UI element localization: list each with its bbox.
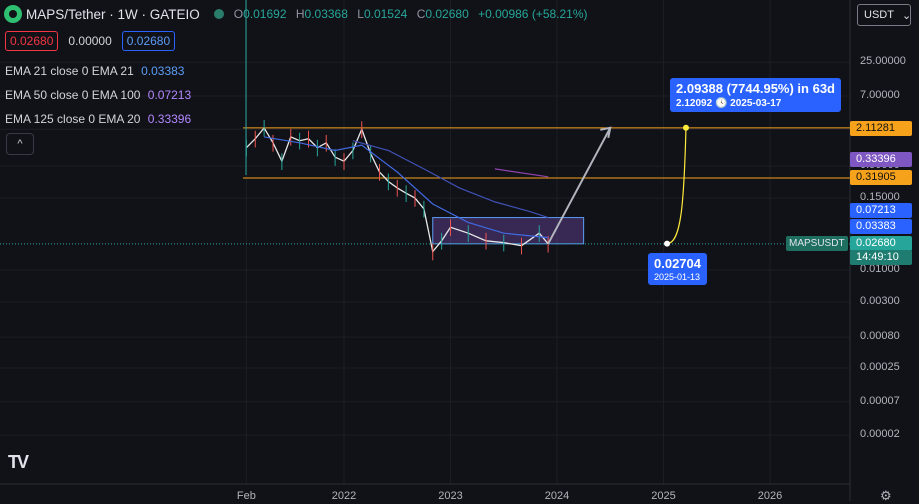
price-label-last: 0.02680 [850,236,912,251]
x-tick-label: 2024 [544,490,570,502]
indicator-ema21[interactable]: EMA 21 close 0 EMA 21 0.03383 [5,64,184,78]
price-label-ema21: 0.03383 [850,219,912,234]
projection-target-price: 2.12092 [676,98,713,109]
y-tick-label: 0.15000 [860,191,900,204]
chevron-down-icon: ⌄ [901,9,912,22]
ohlc-low-key: L [357,7,364,21]
currency-label: USDT [864,9,894,21]
indicator-label: EMA 50 close 0 EMA 100 [5,88,141,102]
maps-logo-icon [4,5,22,23]
series-line-2 [352,140,549,219]
ohlc-close: 0.02680 [425,7,469,21]
y-tick-label: 0.00025 [860,360,900,373]
range-box [432,217,585,245]
currency-select[interactable]: USDT ⌄ [857,4,911,26]
indicator-label: EMA 21 close 0 EMA 21 [5,64,134,78]
series-line-1 [264,136,549,239]
projection-target-date: 2025-03-17 [730,98,782,109]
y-tick-label: 0.01000 [860,263,900,275]
projection-callout[interactable]: 2.09388 (7744.95%) in 63d 2.12092 🕓 2025… [670,78,841,112]
symbol-price-label: MAPSUSDT [786,236,848,251]
sell-price-button[interactable]: 0.02680 [5,31,59,51]
indicator-label: EMA 125 close 0 EMA 20 [5,112,141,126]
indicator-ema50[interactable]: EMA 50 close 0 EMA 100 0.07213 [5,88,191,102]
price-label-level-low: 0.31905 [850,170,912,185]
start-date: 2025-01-13 [654,272,701,282]
symbol-header: MAPS/Tether · 1W · GATEIO O0.01692 H0.03… [4,5,594,23]
ohlc-high-key: H [295,7,305,21]
price-label-ema125: 0.33396 [850,152,912,167]
price-label-level-high: 2.11281 [850,121,912,136]
x-tick-label: 2025 [651,490,676,502]
ohlc-change: +0.00986 (+58.21%) [478,7,588,21]
gear-icon[interactable]: ⚙ [880,488,892,503]
ohlc-high: 0.03368 [304,7,348,21]
projection-headline: 2.09388 (7744.95%) in 63d [676,81,835,96]
trade-buttons: 0.02680 0.00000 0.02680 [5,31,176,51]
series-line-3 [494,168,549,178]
spread-value: 0.00000 [68,34,112,48]
symbol-title[interactable]: MAPS/Tether · 1W · GATEIO [26,6,200,22]
indicator-value: 0.33396 [147,112,192,126]
clock-icon: 🕓 [714,98,728,109]
indicator-value: 0.03383 [141,64,185,78]
ohlc-open: 0.01692 [243,7,287,21]
chevron-up-icon: ^ [17,138,23,150]
y-tick-label: 0.00002 [860,428,900,441]
ohlc-values: O0.01692 H0.03368 L0.01524 C0.02680 +0.0… [234,7,594,21]
x-tick-label: 2023 [438,490,463,502]
y-tick-label: 0.00300 [860,294,900,307]
y-tick-label: 25.00000 [860,55,906,68]
market-status-icon[interactable] [213,9,224,19]
y-tick-label: 7.00000 [860,89,900,101]
countdown-label: 14:49:10 [850,250,912,265]
projection-curve [666,127,687,245]
y-tick-label: 0.00080 [860,330,900,343]
start-point-callout[interactable]: 0.02704 2025-01-13 [648,253,707,285]
collapse-legend-button[interactable]: ^ [6,133,34,155]
projection-arrowhead [600,126,612,139]
ohlc-close-key: C [416,7,426,21]
curve-start-point [664,240,671,247]
price-label-ema50: 0.07213 [850,203,912,218]
x-tick-label: 2026 [757,490,783,502]
tradingview-logo[interactable]: TV [8,452,29,472]
projection-arrow [547,127,612,245]
y-tick-label: 0.00007 [860,394,900,407]
x-tick-label: 2022 [331,490,357,502]
start-price: 0.02704 [654,256,701,271]
ohlc-open-key: O [233,7,244,21]
ohlc-low: 0.01524 [363,7,408,21]
curve-end-point [682,124,689,131]
indicator-ema125[interactable]: EMA 125 close 0 EMA 20 0.33396 [5,112,191,126]
buy-price-button[interactable]: 0.02680 [121,31,176,51]
indicator-value: 0.07213 [147,88,192,102]
x-tick-label: Feb [236,490,256,502]
